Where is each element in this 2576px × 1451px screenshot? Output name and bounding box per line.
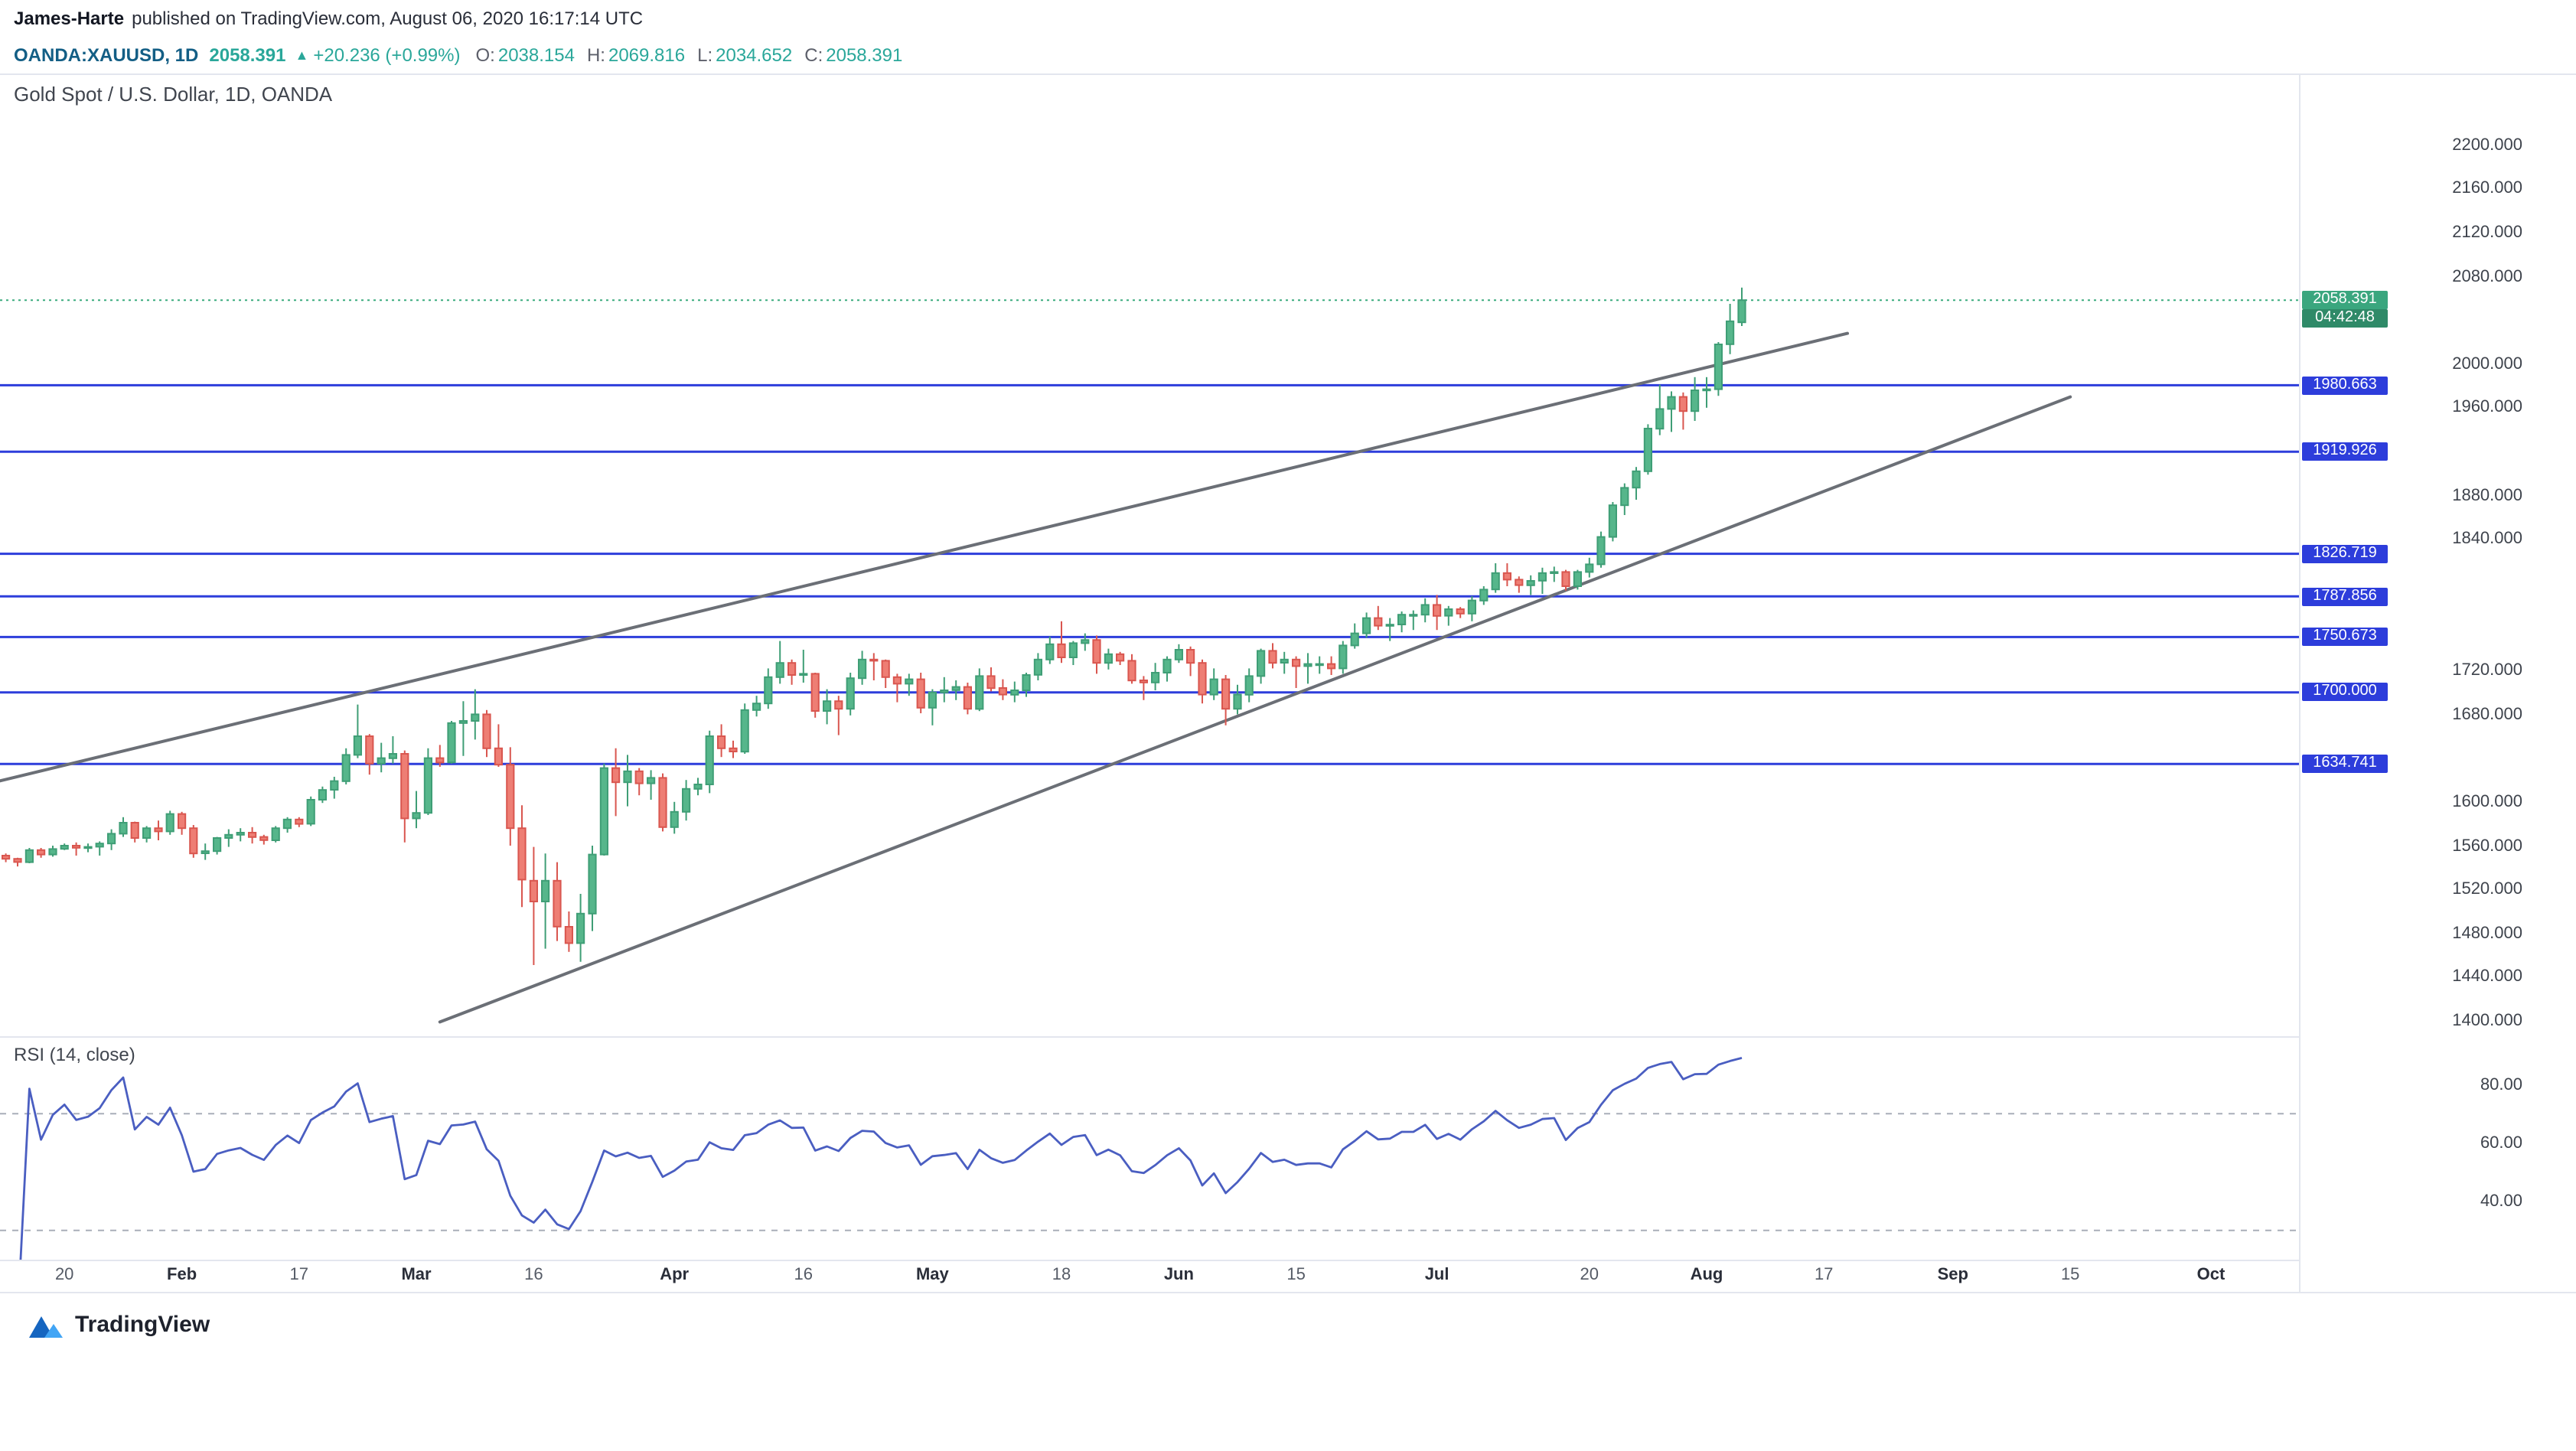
time-axis-label: 17 — [1814, 1266, 1834, 1284]
time-axis-label: Mar — [401, 1266, 432, 1284]
time-axis-label: 15 — [1286, 1266, 1306, 1284]
brand-name[interactable]: TradingView — [75, 1312, 210, 1338]
time-axis-label: May — [915, 1266, 949, 1284]
publisher-name: James-Harte — [14, 8, 125, 29]
price-line-label: 1919.926 — [2302, 442, 2388, 461]
price-line-label: 1634.741 — [2302, 755, 2388, 774]
price-line-label: 1700.000 — [2302, 683, 2388, 702]
price-tick-label: 1840.000 — [2452, 530, 2522, 549]
time-axis-label: 20 — [1580, 1266, 1599, 1284]
time-axis-label: Oct — [2196, 1266, 2225, 1284]
price-tick-label: 1680.000 — [2452, 705, 2522, 724]
tradingview-logo-icon[interactable] — [28, 1312, 64, 1339]
up-arrow-icon: ▲ — [295, 47, 309, 63]
symbol-bar: OANDA:XAUUSD, 1D 2058.391 ▲ +20.236 (+0.… — [0, 37, 2576, 73]
rsi-tick-label: 40.00 — [2480, 1192, 2522, 1211]
chart-title: Gold Spot / U.S. Dollar, 1D, OANDA — [14, 83, 333, 106]
price-line-label: 1826.719 — [2302, 544, 2388, 563]
time-axis-label: Jun — [1163, 1266, 1194, 1284]
time-axis-label: 16 — [794, 1266, 814, 1284]
time-axis-label: Apr — [660, 1266, 690, 1284]
price-tick-label: 2000.000 — [2452, 354, 2522, 373]
rsi-tick-label: 80.00 — [2480, 1075, 2522, 1094]
price-chart[interactable] — [0, 75, 2299, 1036]
price-tick-label: 2200.000 — [2452, 135, 2522, 155]
price-change: +20.236 (+0.99%) — [313, 44, 461, 66]
time-axis-label: Aug — [1690, 1266, 1723, 1284]
rsi-label: RSI (14, close) — [14, 1044, 135, 1065]
time-axis[interactable]: 20 Feb 17 Mar 16 Apr 16 May 18 Jun 15 Jul 20 Aug 17 Sep… — [0, 1260, 2299, 1292]
time-axis-label: 16 — [524, 1266, 543, 1284]
low-label: L: — [697, 44, 713, 66]
high-value: 2069.816 — [608, 44, 686, 66]
time-axis-label: 20 — [54, 1266, 74, 1284]
close-label: C: — [804, 44, 823, 66]
price-tick-label: 1880.000 — [2452, 486, 2522, 505]
publish-info-bar: James-Harte published on TradingView.com… — [0, 0, 2576, 37]
countdown-label: 04:42:48 — [2302, 309, 2388, 328]
price-line-label: 1787.856 — [2302, 587, 2388, 606]
last-price-label: 2058.391 — [2302, 291, 2388, 310]
price-tick-label: 2160.000 — [2452, 179, 2522, 198]
low-value: 2034.652 — [716, 44, 793, 66]
price-tick-label: 1600.000 — [2452, 792, 2522, 811]
open-value: 2038.154 — [497, 44, 575, 66]
price-tick-label: 2120.000 — [2452, 223, 2522, 242]
price-tick-label: 1440.000 — [2452, 967, 2522, 986]
price-line-label: 1750.673 — [2302, 628, 2388, 647]
time-axis-label: Feb — [167, 1266, 197, 1284]
price-axis[interactable]: 1400.000 1440.000 1480.000 1520.000 1560.000… — [2299, 75, 2576, 1292]
publish-meta: published on TradingView.com, August 06,… — [132, 8, 644, 29]
close-value: 2058.391 — [826, 44, 903, 66]
price-line-label: 1980.663 — [2302, 376, 2388, 395]
footer: TradingView — [0, 1293, 2576, 1451]
pane-divider[interactable] — [0, 1036, 2576, 1038]
rsi-tick-label: 60.00 — [2480, 1133, 2522, 1153]
price-tick-label: 1960.000 — [2452, 398, 2522, 417]
header-last-price: 2058.391 — [209, 44, 286, 66]
price-tick-label: 1520.000 — [2452, 880, 2522, 899]
time-axis-divider — [0, 1260, 2576, 1261]
price-tick-label: 1720.000 — [2452, 661, 2522, 680]
open-label: O: — [475, 44, 495, 66]
time-axis-label: 18 — [1052, 1266, 1071, 1284]
price-tick-label: 1480.000 — [2452, 924, 2522, 943]
price-tick-label: 2080.000 — [2452, 267, 2522, 286]
chart-area[interactable]: Gold Spot / U.S. Dollar, 1D, OANDA RSI (… — [0, 73, 2576, 1293]
rsi-chart[interactable] — [0, 1038, 2299, 1260]
high-label: H: — [586, 44, 605, 66]
time-axis-label: 17 — [289, 1266, 309, 1284]
price-tick-label: 1560.000 — [2452, 836, 2522, 855]
time-axis-label: Sep — [1937, 1266, 1968, 1284]
time-axis-label: Jul — [1424, 1266, 1449, 1284]
price-tick-label: 1400.000 — [2452, 1012, 2522, 1030]
symbol-name[interactable]: OANDA:XAUUSD, 1D — [14, 44, 199, 66]
time-axis-label: 15 — [2060, 1266, 2080, 1284]
